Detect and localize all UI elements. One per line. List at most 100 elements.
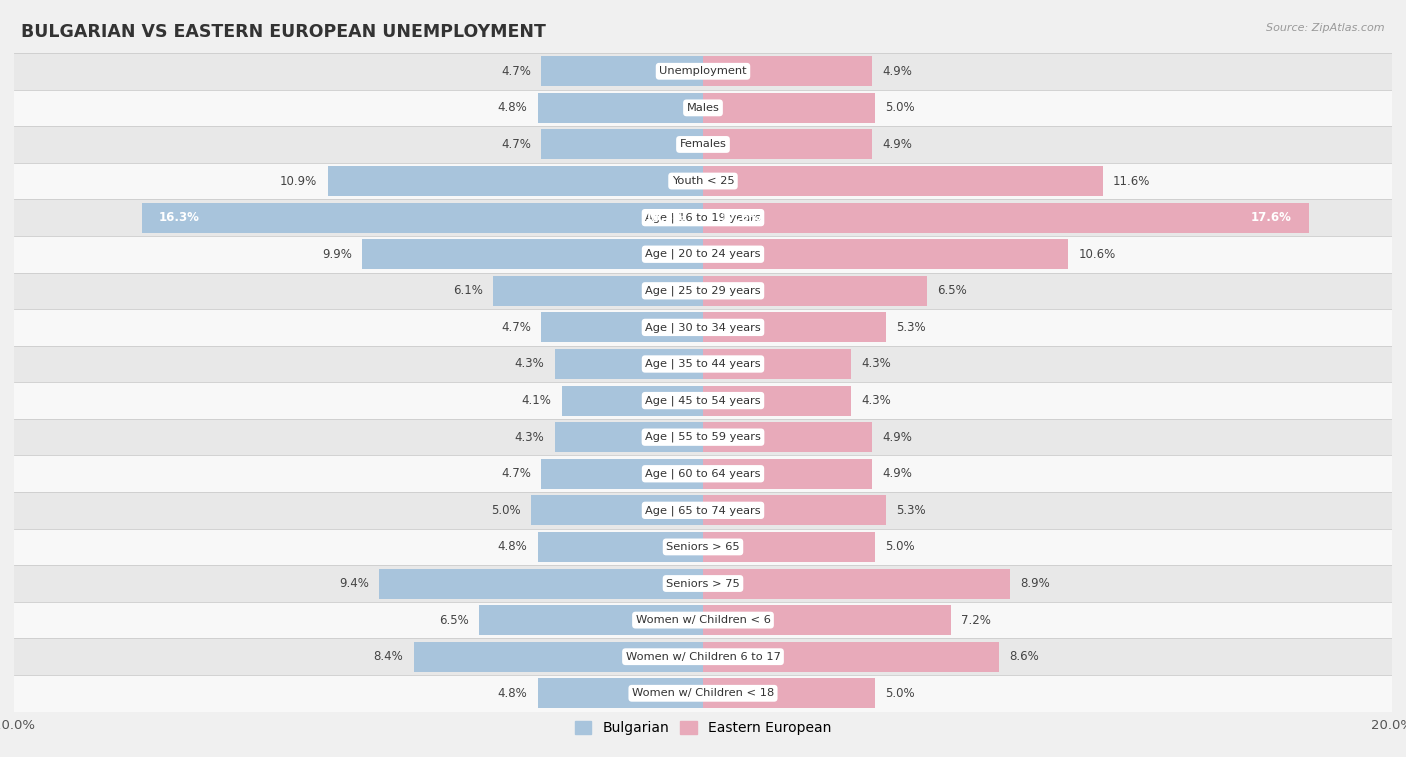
Bar [14,273,1392,309]
Text: Seniors > 75: Seniors > 75 [666,578,740,588]
Bar [703,385,851,416]
Bar [380,569,703,599]
Bar [537,678,703,709]
Text: 4.8%: 4.8% [498,687,527,699]
Text: 4.9%: 4.9% [882,431,912,444]
Text: 4.9%: 4.9% [882,467,912,480]
Bar [703,349,851,379]
Text: 4.7%: 4.7% [501,138,531,151]
Bar [14,163,1392,199]
Bar [703,495,886,525]
Text: 5.0%: 5.0% [886,540,915,553]
Bar [494,276,703,306]
Bar [703,642,1000,671]
Bar [703,678,875,709]
Bar [703,129,872,160]
Text: Age | 30 to 34 years: Age | 30 to 34 years [645,322,761,332]
Text: 9.4%: 9.4% [339,577,368,590]
Bar [531,495,703,525]
Bar [555,422,703,452]
Bar [479,605,703,635]
Text: 5.0%: 5.0% [886,101,915,114]
Text: Age | 55 to 59 years: Age | 55 to 59 years [645,432,761,442]
Text: 4.3%: 4.3% [515,357,544,370]
Text: 4.7%: 4.7% [501,321,531,334]
Bar [703,605,950,635]
Text: 5.0%: 5.0% [491,504,520,517]
Bar [541,56,703,86]
Bar [555,349,703,379]
Bar [541,313,703,342]
Bar [14,528,1392,565]
Text: 4.8%: 4.8% [498,540,527,553]
Bar [14,492,1392,528]
Bar [361,239,703,269]
Text: 16.3%: 16.3% [645,211,686,224]
Text: 11.6%: 11.6% [1114,175,1150,188]
Text: 17.6%: 17.6% [720,211,761,224]
Bar [537,532,703,562]
Bar [703,569,1010,599]
Bar [14,382,1392,419]
Text: 5.0%: 5.0% [886,687,915,699]
Text: Age | 16 to 19 years: Age | 16 to 19 years [645,213,761,223]
Text: 8.9%: 8.9% [1019,577,1050,590]
Bar [14,602,1392,638]
Text: BULGARIAN VS EASTERN EUROPEAN UNEMPLOYMENT: BULGARIAN VS EASTERN EUROPEAN UNEMPLOYME… [21,23,546,41]
Bar [413,642,703,671]
Bar [541,459,703,489]
Text: 9.9%: 9.9% [322,248,352,260]
Bar [328,166,703,196]
Text: 6.5%: 6.5% [439,614,468,627]
Text: 6.5%: 6.5% [938,285,967,298]
Bar [14,236,1392,273]
Text: 8.4%: 8.4% [374,650,404,663]
Bar [14,89,1392,126]
Text: Age | 45 to 54 years: Age | 45 to 54 years [645,395,761,406]
Text: Unemployment: Unemployment [659,67,747,76]
Text: Females: Females [679,139,727,149]
Bar [703,93,875,123]
Text: 17.6%: 17.6% [1251,211,1292,224]
Bar [703,532,875,562]
Legend: Bulgarian, Eastern European: Bulgarian, Eastern European [569,716,837,741]
Bar [142,203,703,232]
Bar [14,638,1392,675]
Text: Source: ZipAtlas.com: Source: ZipAtlas.com [1267,23,1385,33]
Text: 4.7%: 4.7% [501,467,531,480]
Bar [14,53,1392,89]
Text: 10.6%: 10.6% [1078,248,1116,260]
Bar [14,565,1392,602]
Text: Age | 20 to 24 years: Age | 20 to 24 years [645,249,761,260]
Bar [562,385,703,416]
Text: Women w/ Children < 18: Women w/ Children < 18 [631,688,775,698]
Bar [703,313,886,342]
Bar [703,56,872,86]
Text: 4.8%: 4.8% [498,101,527,114]
Text: 5.3%: 5.3% [896,504,925,517]
Bar [703,276,927,306]
Text: 4.9%: 4.9% [882,65,912,78]
Bar [537,93,703,123]
Text: 4.3%: 4.3% [515,431,544,444]
Text: 8.6%: 8.6% [1010,650,1039,663]
Bar [14,199,1392,236]
Bar [14,419,1392,456]
Text: Age | 60 to 64 years: Age | 60 to 64 years [645,469,761,479]
Text: 4.1%: 4.1% [522,394,551,407]
Bar [14,675,1392,712]
Bar [14,126,1392,163]
Bar [14,309,1392,346]
Text: 4.9%: 4.9% [882,138,912,151]
Text: 7.2%: 7.2% [962,614,991,627]
Text: Males: Males [686,103,720,113]
Bar [703,422,872,452]
Text: 10.9%: 10.9% [280,175,318,188]
Bar [703,166,1102,196]
Text: Women w/ Children < 6: Women w/ Children < 6 [636,615,770,625]
Text: Age | 65 to 74 years: Age | 65 to 74 years [645,505,761,516]
Text: Age | 25 to 29 years: Age | 25 to 29 years [645,285,761,296]
Text: 4.3%: 4.3% [862,394,891,407]
Text: Women w/ Children 6 to 17: Women w/ Children 6 to 17 [626,652,780,662]
Bar [703,459,872,489]
